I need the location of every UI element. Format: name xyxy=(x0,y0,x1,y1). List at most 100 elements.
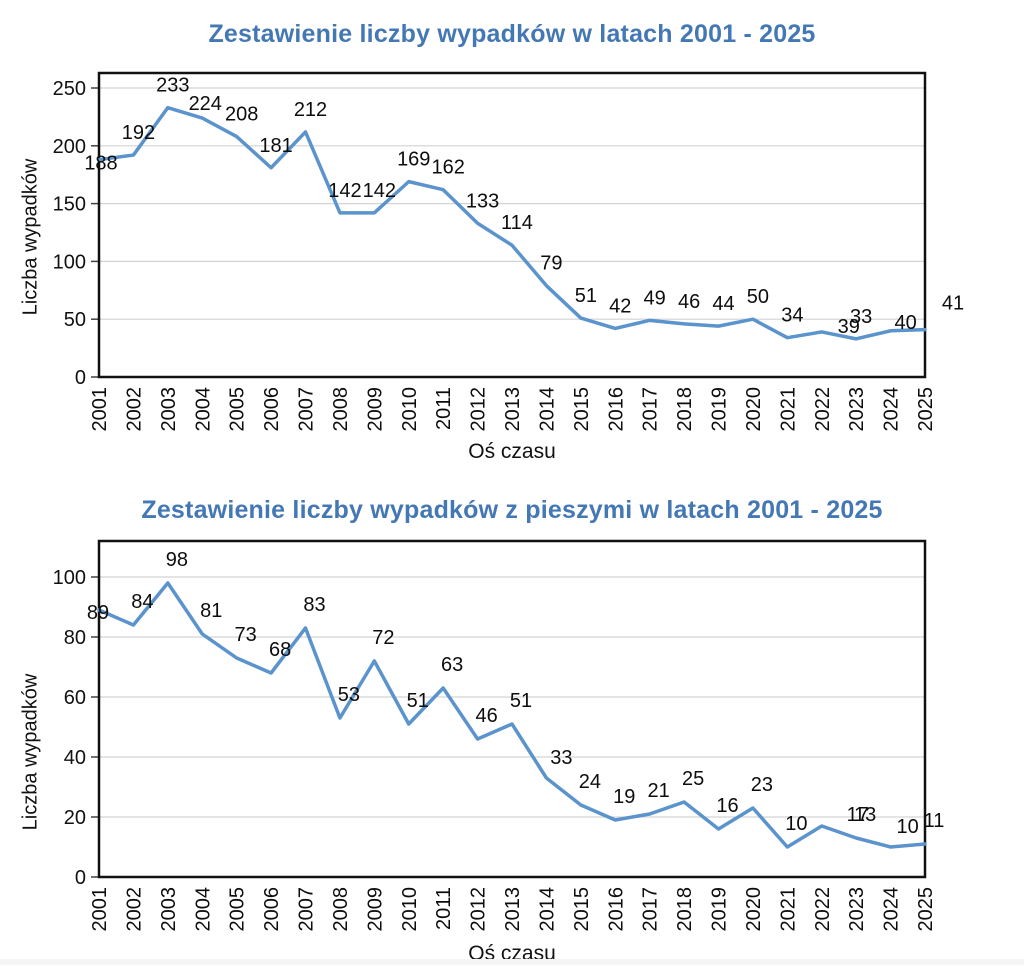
x-tick-label: 2023 xyxy=(846,387,868,432)
data-point-label: 19 xyxy=(613,786,635,808)
data-series-line xyxy=(97,105,927,341)
y-axis-title-pedestrians: Liczba wypadków xyxy=(19,673,42,831)
x-tick-label: 2007 xyxy=(296,887,318,932)
data-point-label: 25 xyxy=(682,768,704,790)
data-point-label: 49 xyxy=(644,287,666,309)
data-point-label: 24 xyxy=(579,771,601,793)
x-tick-label: 2005 xyxy=(227,387,249,432)
x-tick-label: 2024 xyxy=(881,387,903,432)
x-tick-label: 2008 xyxy=(330,387,352,432)
data-point-label: 84 xyxy=(131,591,153,613)
chart-title-pedestrians: Zestawienie liczby wypadków z pieszymi w… xyxy=(141,496,883,524)
data-point-label: 51 xyxy=(575,285,597,307)
data-point-label: 188 xyxy=(84,153,117,175)
x-tick-label: 2014 xyxy=(536,887,558,932)
x-tick-label: 2002 xyxy=(123,887,145,932)
data-point-label: 133 xyxy=(466,190,499,212)
data-point-label: 13 xyxy=(854,804,876,826)
y-tick-label: 40 xyxy=(64,747,86,769)
x-tick-label: 2019 xyxy=(709,387,731,432)
x-tick-label: 2003 xyxy=(158,887,180,932)
plot-frame xyxy=(97,539,927,879)
data-point-label: 46 xyxy=(475,705,497,727)
x-tick-label: 2006 xyxy=(261,387,283,432)
data-point-label: 40 xyxy=(894,312,916,334)
data-point-label: 192 xyxy=(122,122,155,144)
data-point-label: 212 xyxy=(294,99,327,121)
x-tick-label: 2005 xyxy=(227,887,249,932)
data-point-label: 33 xyxy=(550,747,572,769)
x-tick-label: 2017 xyxy=(640,387,662,432)
x-tick-label: 2011 xyxy=(433,887,455,930)
y-tick-label: 100 xyxy=(53,251,86,273)
data-point-label: 16 xyxy=(716,795,738,817)
data-point-label: 162 xyxy=(431,157,464,179)
data-point-label: 89 xyxy=(87,602,109,624)
data-point-label: 10 xyxy=(896,816,918,838)
data-point-label: 50 xyxy=(747,286,769,308)
data-point-label: 68 xyxy=(269,639,291,661)
data-point-label: 73 xyxy=(235,624,257,646)
x-tick-label: 2003 xyxy=(158,387,180,432)
data-point-label: 63 xyxy=(441,654,463,676)
bottom-edge-strip xyxy=(0,959,1024,965)
x-tick-label: 2001 xyxy=(89,887,111,932)
x-tick-label: 2012 xyxy=(468,887,490,932)
y-tick-label: 150 xyxy=(53,194,86,216)
x-tick-label: 2011 xyxy=(433,387,455,430)
x-tick-label: 2010 xyxy=(399,387,421,432)
data-point-label: 42 xyxy=(609,295,631,317)
y-tick-label: 100 xyxy=(53,567,86,589)
x-tick-label: 2022 xyxy=(812,387,834,432)
x-tick-label: 2017 xyxy=(640,887,662,932)
x-tick-label: 2016 xyxy=(605,387,627,432)
x-tick-label: 2016 xyxy=(605,887,627,932)
x-tick-label: 2009 xyxy=(364,387,386,432)
x-tick-label: 2021 xyxy=(777,887,799,932)
data-point-label: 114 xyxy=(501,212,533,234)
x-tick-label: 2004 xyxy=(192,887,214,932)
chart-title-total: Zestawienie liczby wypadków w latach 200… xyxy=(208,20,816,48)
data-point-label: 83 xyxy=(303,594,325,616)
data-point-label: 181 xyxy=(259,135,292,157)
x-tick-label: 2020 xyxy=(743,887,765,932)
x-tick-label: 2013 xyxy=(502,387,524,432)
data-point-label: 44 xyxy=(712,293,734,315)
data-point-label: 53 xyxy=(338,684,360,706)
x-tick-label: 2006 xyxy=(261,887,283,932)
x-tick-label: 2025 xyxy=(915,887,937,932)
y-tick-label: 80 xyxy=(64,627,86,649)
data-point-label: 233 xyxy=(156,75,189,97)
data-point-label: 39 xyxy=(838,316,860,338)
data-point-label: 79 xyxy=(540,253,562,275)
x-tick-label: 2004 xyxy=(192,387,214,432)
data-point-label: 41 xyxy=(942,293,964,315)
data-point-label: 46 xyxy=(678,291,700,313)
x-tick-label: 2022 xyxy=(812,887,834,932)
data-point-label: 17 xyxy=(847,804,869,826)
x-tick-label: 2009 xyxy=(364,887,386,932)
x-tick-label: 2021 xyxy=(777,387,799,432)
y-tick-label: 50 xyxy=(64,309,86,331)
y-tick-label: 200 xyxy=(53,136,86,158)
data-point-label: 72 xyxy=(372,627,394,649)
x-tick-label: 2013 xyxy=(502,887,524,932)
y-tick-label: 0 xyxy=(75,867,86,889)
x-tick-label: 2025 xyxy=(915,387,937,432)
data-point-label: 142 xyxy=(363,180,396,202)
x-tick-label: 2019 xyxy=(709,887,731,932)
data-point-label: 81 xyxy=(200,600,222,622)
accidents-total-chart: Zestawienie liczby wypadków w latach 200… xyxy=(0,0,1024,480)
data-point-label: 34 xyxy=(781,305,803,327)
x-tick-label: 2020 xyxy=(743,387,765,432)
plot-frame xyxy=(97,71,927,379)
data-point-label: 224 xyxy=(189,93,222,115)
data-point-label: 169 xyxy=(397,149,430,171)
y-tick-label: 60 xyxy=(64,687,86,709)
x-tick-label: 2018 xyxy=(674,887,696,932)
x-tick-label: 2023 xyxy=(846,887,868,932)
x-tick-label: 2010 xyxy=(399,887,421,932)
